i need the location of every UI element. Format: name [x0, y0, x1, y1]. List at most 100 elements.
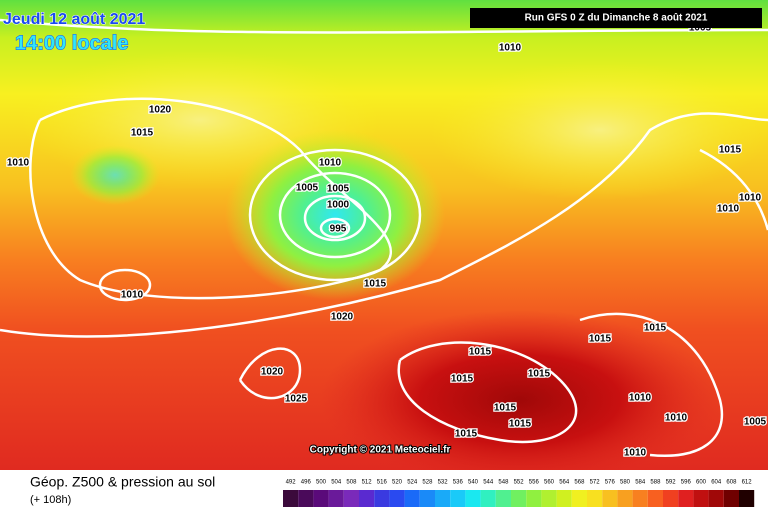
- scale-swatch: [678, 490, 694, 507]
- run-info: Run GFS 0 Z du Dimanche 8 août 2021: [525, 13, 708, 24]
- isobar: [0, 112, 768, 338]
- isobar-label: 1010: [121, 290, 144, 301]
- low-area: [70, 145, 160, 205]
- scale-label: 528: [422, 480, 433, 486]
- scale-swatch: [480, 490, 496, 507]
- legend-subtitle: (+ 108h): [30, 494, 71, 506]
- isobar-label: 1005: [744, 417, 767, 428]
- scale-label: 496: [301, 480, 312, 486]
- scale-swatch: [693, 490, 709, 507]
- scale-label: 600: [696, 480, 707, 486]
- scale-swatch: [389, 490, 405, 507]
- scale-label: 556: [529, 480, 540, 486]
- copyright: Copyright © 2021 Meteociel.fr: [310, 445, 451, 456]
- run-box: [470, 8, 762, 28]
- isobar-label: 1020: [261, 367, 284, 378]
- scale-label: 516: [377, 480, 388, 486]
- scale-swatch: [602, 490, 618, 507]
- isobar: [579, 312, 724, 457]
- scale-swatch: [313, 490, 329, 507]
- isobar: [0, 18, 768, 34]
- isobar-label: 1010: [7, 158, 30, 169]
- scale-swatch: [298, 490, 314, 507]
- scale-swatch: [374, 490, 390, 507]
- isobar-label: 1015: [719, 145, 742, 156]
- forecast-date: Jeudi 12 août 2021: [3, 11, 145, 28]
- isobar-label: 1010: [739, 193, 762, 204]
- scale-label: 564: [559, 480, 570, 486]
- isobar: [248, 148, 422, 282]
- low-area: [225, 130, 445, 300]
- scale-swatch: [617, 490, 633, 507]
- isobar-label: 1015: [364, 279, 387, 290]
- scale-label: 576: [605, 480, 616, 486]
- scale-label: 552: [514, 480, 525, 486]
- isobar: [238, 347, 302, 400]
- scale-swatch: [632, 490, 648, 507]
- isobar-label: 1015: [644, 323, 667, 334]
- scale-swatch: [450, 490, 466, 507]
- scale-swatch: [465, 490, 481, 507]
- isobar-label: 1000: [327, 200, 350, 211]
- scale-label: 508: [346, 480, 357, 486]
- isobar-label: 1015: [528, 369, 551, 380]
- scale-swatch: [404, 490, 420, 507]
- isobar: [397, 341, 578, 444]
- scale-swatch: [556, 490, 572, 507]
- isobar: [319, 217, 351, 239]
- scale-swatch: [495, 490, 511, 507]
- isobar-label: 1015: [494, 403, 517, 414]
- isobar-label: 1015: [589, 334, 612, 345]
- isobar-label: 1005: [327, 184, 350, 195]
- scale-swatch: [647, 490, 663, 507]
- isobar-label: 1015: [469, 347, 492, 358]
- scale-swatch: [283, 490, 299, 507]
- isobar: [98, 268, 152, 302]
- isobar-label: 1010: [624, 448, 647, 459]
- scale-label: 532: [438, 480, 449, 486]
- isobar-label: 1010: [665, 413, 688, 424]
- scale-label: 592: [666, 480, 677, 486]
- scale-swatch: [587, 490, 603, 507]
- isobar-label: 1025: [285, 394, 308, 405]
- scale-label: 608: [726, 480, 737, 486]
- scale-label: 548: [498, 480, 509, 486]
- scale-label: 536: [453, 480, 464, 486]
- isobar-label: 1015: [455, 429, 478, 440]
- isobar-label: 1010: [499, 43, 522, 54]
- scale-swatch: [571, 490, 587, 507]
- scale-label: 612: [742, 480, 753, 486]
- isobar-label: 1010: [717, 204, 740, 215]
- forecast-time: 14:00 locale: [15, 32, 128, 54]
- isobar: [699, 148, 768, 231]
- map: [0, 0, 768, 490]
- scale-swatch: [435, 490, 451, 507]
- scale-label: 520: [392, 480, 403, 486]
- scale-swatch: [419, 490, 435, 507]
- scale-label: 524: [407, 480, 418, 486]
- heat-area: [320, 310, 720, 490]
- scale-swatch: [723, 490, 739, 507]
- scale-label: 504: [331, 480, 342, 486]
- scale-label: 596: [681, 480, 692, 486]
- isobar-label: 1015: [451, 374, 474, 385]
- scale-label: 492: [286, 480, 297, 486]
- color-scale: 492 496 500 504 508 512 516 520 524 528 532 536 540 5…: [283, 480, 755, 507]
- scale-label: 568: [574, 480, 585, 486]
- scale-label: 512: [362, 480, 373, 486]
- isobar-label: 1005: [296, 183, 319, 194]
- scale-label: 604: [711, 480, 722, 486]
- scale-label: 588: [650, 480, 661, 486]
- isobar-label: 1015: [131, 128, 154, 139]
- scale-swatch: [541, 490, 557, 507]
- scale-swatch: [739, 490, 755, 507]
- isobar: [278, 171, 392, 259]
- scale-swatch: [663, 490, 679, 507]
- isobar-label: 1010: [319, 158, 342, 169]
- high-area: [430, 60, 768, 200]
- isobar: [303, 194, 367, 242]
- isobar-label: 1020: [331, 312, 354, 323]
- scale-label: 584: [635, 480, 646, 486]
